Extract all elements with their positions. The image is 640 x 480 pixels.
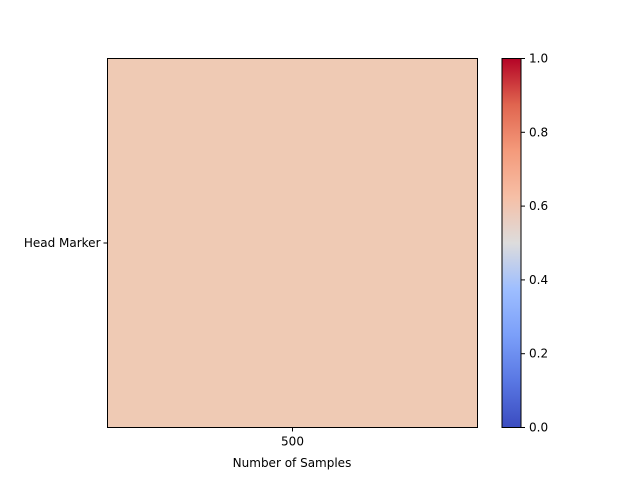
heatmap-cell	[107, 58, 478, 428]
colorbar-tick-label: 0.0	[529, 421, 548, 435]
colorbar-tick-label: 1.0	[529, 52, 548, 66]
colorbar-ticks: 0.0 0.2 0.4 0.6 0.8 1.0	[521, 52, 548, 435]
y-tick-label: Head Marker	[24, 236, 101, 250]
y-axis-ticks: Head Marker	[24, 236, 108, 250]
colorbar-frame	[501, 58, 522, 428]
x-axis-ticks: 500	[281, 427, 304, 449]
colorbar-tick-label: 0.4	[529, 273, 548, 287]
x-tick-label: 500	[281, 435, 304, 449]
colorbar-tick-label: 0.2	[529, 347, 548, 361]
x-axis-label: Number of Samples	[233, 456, 352, 470]
heatmap-cells	[107, 58, 478, 428]
colorbar-tick-label: 0.8	[529, 125, 548, 139]
colorbar	[502, 58, 521, 428]
colorbar-tick-label: 0.6	[529, 199, 548, 213]
